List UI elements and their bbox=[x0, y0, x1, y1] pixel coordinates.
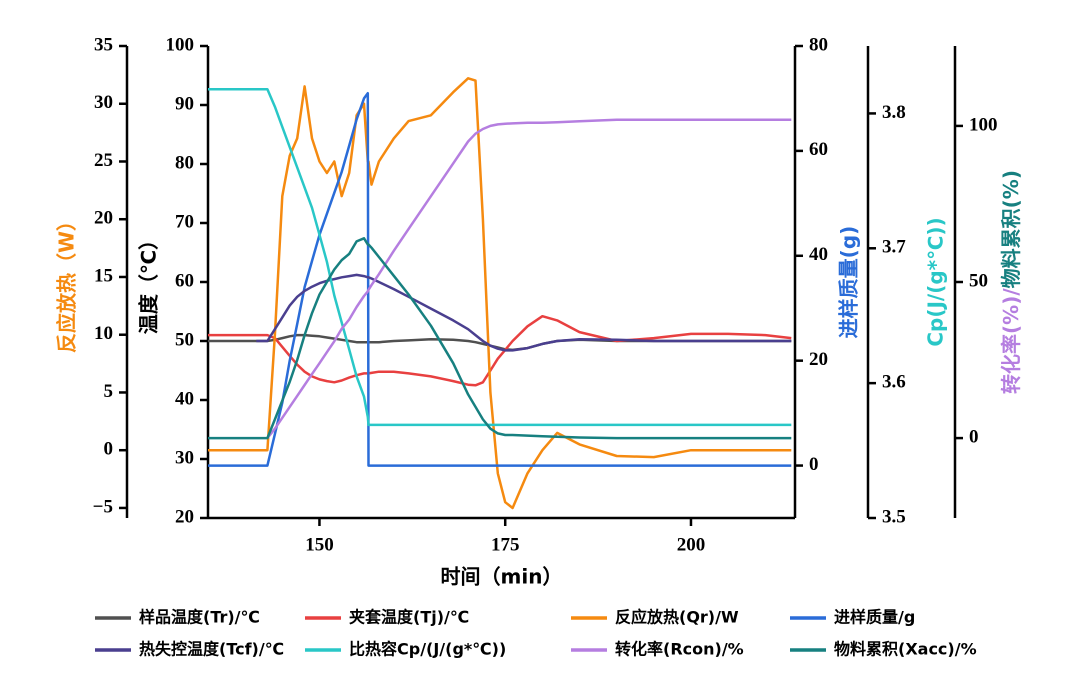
y-tick-label: 3.5 bbox=[882, 506, 906, 527]
series-line bbox=[208, 91, 792, 467]
y-tick-label: 15 bbox=[94, 265, 113, 286]
x-tick-label: 200 bbox=[677, 534, 706, 555]
y-axis-title: 进样质量(g) bbox=[837, 226, 861, 339]
x-tick-label: 175 bbox=[491, 534, 520, 555]
y-tick-label: 90 bbox=[175, 93, 194, 114]
y-tick-label: 70 bbox=[175, 211, 194, 232]
series-line bbox=[266, 118, 792, 439]
y-tick-label: 40 bbox=[809, 244, 828, 265]
y-tick-label: 30 bbox=[175, 447, 194, 468]
y-axis-title: 温度（℃） bbox=[137, 230, 161, 334]
y-tick-label: 0 bbox=[104, 439, 114, 460]
y-axis-title-part: 物料累积(%) bbox=[999, 170, 1023, 288]
y-tick-label: 30 bbox=[94, 92, 113, 113]
legend-label: 热失控温度(Tcf)/℃ bbox=[139, 640, 284, 659]
y-tick-label: 50 bbox=[175, 329, 194, 350]
y-tick-label: 10 bbox=[94, 323, 113, 344]
legend-label: 物料累积(Xacc)/% bbox=[834, 640, 977, 659]
series-line bbox=[256, 273, 792, 352]
y-tick-label: 3.8 bbox=[882, 102, 906, 123]
y-tick-label: 0 bbox=[809, 454, 819, 475]
legend-label: 进样质量/g bbox=[834, 608, 915, 627]
y-tick-label: 50 bbox=[969, 270, 988, 291]
y-tick-label: 60 bbox=[809, 139, 828, 160]
y-tick-label: 20 bbox=[94, 208, 113, 229]
y-axis-title: 反应放热（W） bbox=[55, 211, 79, 353]
axes: 20 30 40 50 60 70 80 90 100 温度（℃） −5 0 5 10 15 20 25 30 35… bbox=[55, 34, 1023, 588]
plot-area bbox=[208, 77, 792, 510]
legend-label: 比热容Cp/(J/(g*℃)) bbox=[349, 640, 506, 659]
y-tick-label: 5 bbox=[104, 381, 114, 402]
series-line bbox=[208, 77, 792, 510]
y-tick-label: 60 bbox=[175, 270, 194, 291]
y-axis-title-part: 转化率(%)/ bbox=[999, 288, 1023, 394]
y-tick-label: 80 bbox=[809, 34, 828, 55]
series-line bbox=[208, 237, 792, 440]
legend-label: 转化率(Rcon)/% bbox=[615, 640, 744, 659]
y-tick-label: 100 bbox=[166, 34, 195, 55]
y-axis-title: 转化率(%)/物料累积(%) bbox=[999, 170, 1023, 394]
y-tick-label: 3.6 bbox=[882, 372, 906, 393]
y-tick-label: 40 bbox=[175, 388, 194, 409]
y-tick-label: 100 bbox=[969, 114, 998, 135]
legend-label: 夹套温度(Tj)/℃ bbox=[349, 608, 469, 627]
y-tick-label: 20 bbox=[175, 506, 194, 527]
legend-label: 反应放热(Qr)/W bbox=[615, 608, 739, 627]
x-axis-title: 时间（min） bbox=[441, 565, 563, 589]
legend-label: 样品温度(Tr)/℃ bbox=[139, 608, 260, 627]
series-line bbox=[208, 87, 792, 427]
y-tick-label: 80 bbox=[175, 152, 194, 173]
legend: 样品温度(Tr)/℃ 夹套温度(Tj)/℃ 反应放热(Qr)/W 进样质量/g 热失控温… bbox=[95, 608, 977, 659]
y-tick-label: 25 bbox=[94, 150, 113, 171]
y-tick-label: 20 bbox=[809, 349, 828, 370]
x-tick-label: 150 bbox=[305, 534, 334, 555]
y-tick-label: 35 bbox=[94, 34, 113, 55]
y-tick-label: 0 bbox=[969, 426, 979, 447]
y-tick-label: −5 bbox=[93, 496, 113, 517]
y-axis-title: Cp(J/(g*℃)) bbox=[924, 217, 948, 346]
y-tick-label: 3.7 bbox=[882, 237, 906, 258]
